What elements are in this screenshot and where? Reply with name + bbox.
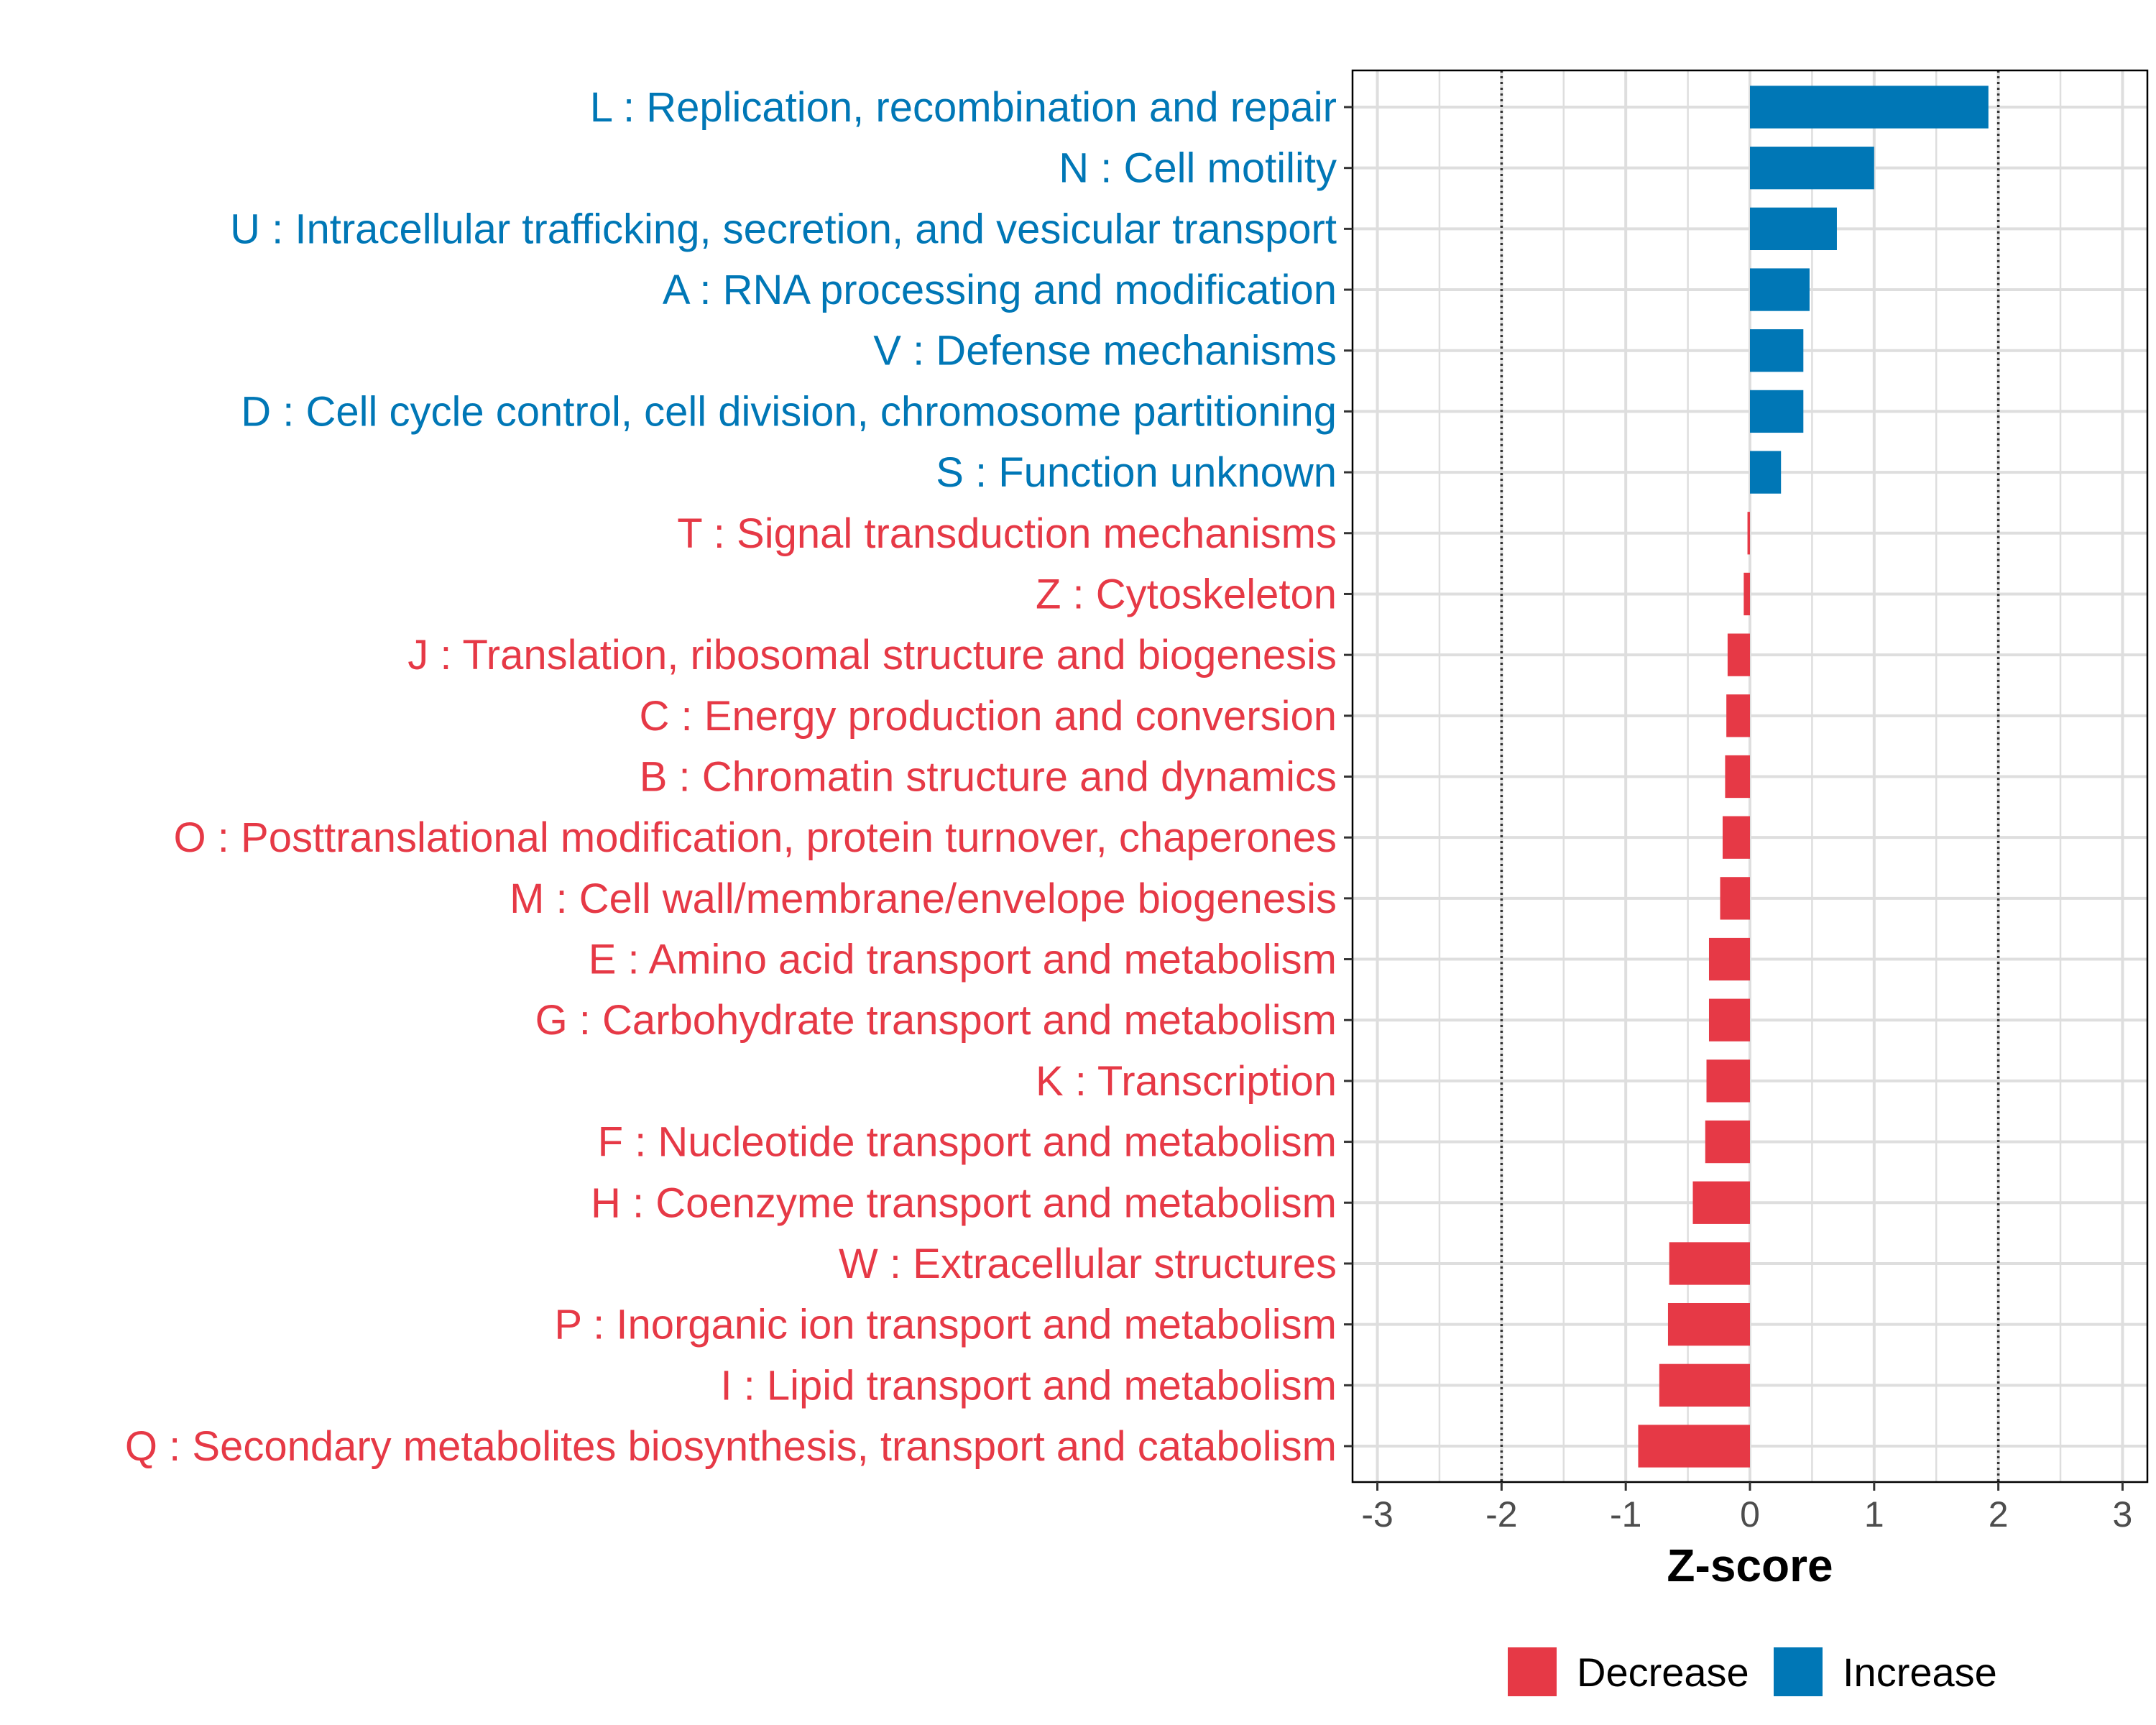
legend-label-decrease: Decrease: [1577, 1650, 1749, 1695]
bar-decrease: [1743, 572, 1750, 616]
legend-label-increase: Increase: [1843, 1650, 1997, 1695]
bar-decrease: [1638, 1425, 1750, 1468]
bar-decrease: [1720, 877, 1750, 920]
bar-decrease: [1747, 512, 1750, 555]
x-tick-label: -1: [1610, 1494, 1641, 1535]
bar-increase: [1750, 268, 1810, 311]
category-label: S : Function unknown: [936, 449, 1337, 496]
legend-swatch-increase: [1774, 1647, 1823, 1696]
bar-increase: [1750, 390, 1804, 433]
category-label: D : Cell cycle control, cell division, c…: [241, 388, 1337, 435]
category-label: T : Signal transduction mechanisms: [677, 510, 1337, 557]
category-label: I : Lipid transport and metabolism: [720, 1362, 1337, 1409]
x-tick-label: 2: [1989, 1494, 2009, 1535]
x-tick-label: 3: [2113, 1494, 2133, 1535]
x-axis-ticks: -3 -2 -1 0 1 2 3: [1361, 1482, 2132, 1535]
category-label: A : RNA processing and modification: [663, 267, 1337, 313]
category-label: V : Defense mechanisms: [873, 328, 1337, 374]
category-label: G : Carbohydrate transport and metabolis…: [535, 997, 1337, 1044]
category-label: J : Translation, ribosomal structure and…: [407, 632, 1337, 678]
x-tick-label: -2: [1485, 1494, 1517, 1535]
legend-swatch-decrease: [1508, 1647, 1557, 1696]
category-label: W : Extracellular structures: [839, 1241, 1337, 1287]
category-label: P : Inorganic ion transport and metaboli…: [554, 1302, 1337, 1348]
category-label: Z : Cytoskeleton: [1036, 571, 1337, 617]
bar-decrease: [1706, 1059, 1750, 1103]
category-label: L : Replication, recombination and repai…: [590, 84, 1337, 131]
category-label: E : Amino acid transport and metabolism: [589, 937, 1337, 983]
x-axis-title: Z-score: [1667, 1540, 1833, 1591]
bar-decrease: [1708, 998, 1750, 1041]
bar-decrease: [1705, 1120, 1750, 1164]
bar-increase: [1750, 147, 1874, 190]
bar-decrease: [1667, 1302, 1750, 1346]
category-label: C : Energy production and conversion: [640, 693, 1337, 740]
bar-decrease: [1692, 1181, 1750, 1224]
category-label: B : Chromatin structure and dynamics: [640, 754, 1337, 801]
x-tick-label: -3: [1361, 1494, 1393, 1535]
bar-decrease: [1726, 694, 1750, 737]
category-label: F : Nucleotide transport and metabolism: [598, 1119, 1337, 1166]
x-tick-label: 0: [1740, 1494, 1760, 1535]
category-label: N : Cell motility: [1059, 145, 1337, 192]
bar-decrease: [1659, 1363, 1750, 1407]
x-tick-label: 1: [1864, 1494, 1884, 1535]
bar-increase: [1750, 207, 1837, 251]
bar-increase: [1750, 86, 1989, 129]
y-axis-ticks: L : Replication, recombination and repai…: [125, 84, 1353, 1470]
category-label: K : Transcription: [1036, 1058, 1337, 1105]
bar-decrease: [1725, 755, 1750, 799]
bar-increase: [1750, 451, 1782, 494]
category-label: M : Cell wall/membrane/envelope biogenes…: [510, 875, 1337, 922]
bar-decrease: [1669, 1242, 1750, 1285]
category-label: O : Posttranslational modification, prot…: [174, 814, 1337, 861]
bar-increase: [1750, 329, 1804, 372]
bar-decrease: [1727, 633, 1750, 676]
bar-decrease: [1708, 937, 1750, 981]
category-label: U : Intracellular trafficking, secretion…: [230, 206, 1337, 252]
bar-decrease: [1722, 816, 1750, 859]
category-label: Q : Secondary metabolites biosynthesis, …: [125, 1423, 1337, 1470]
bars: [1638, 86, 1989, 1468]
legend: Decrease Increase: [1508, 1647, 1997, 1696]
category-label: H : Coenzyme transport and metabolism: [591, 1179, 1337, 1226]
